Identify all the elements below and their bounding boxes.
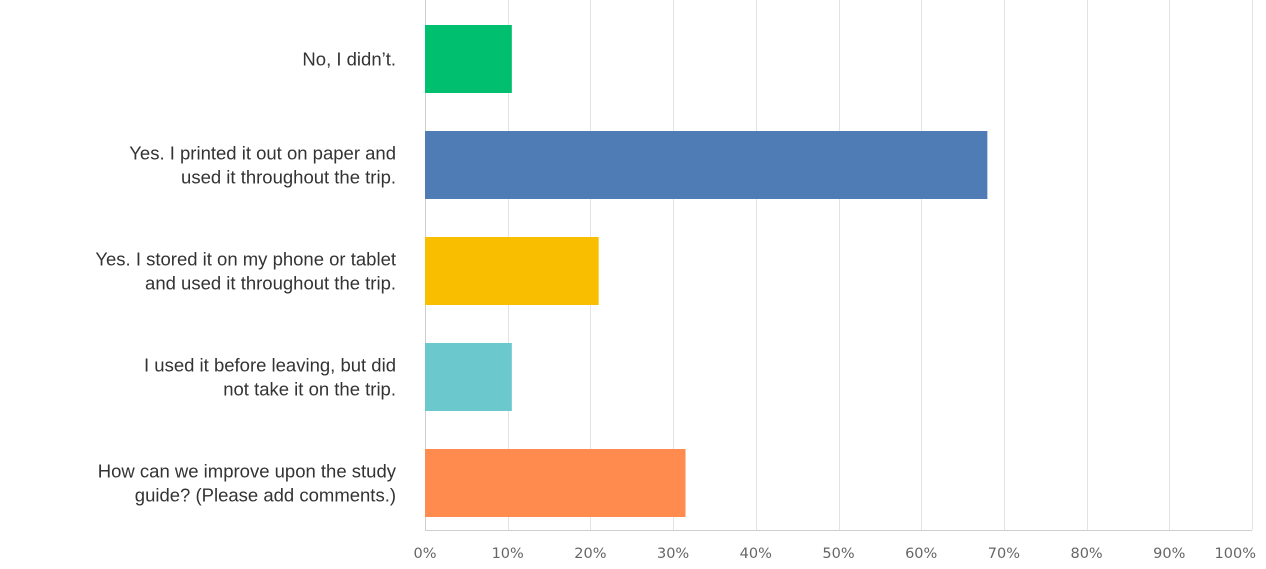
category-label-line: No, I didn’t.	[302, 49, 396, 70]
category-label-line: and used it throughout the trip.	[145, 273, 396, 294]
category-label: How can we improve upon the study guide? …	[98, 461, 397, 506]
category-label-line: used it throughout the trip.	[181, 167, 396, 188]
x-tick-label: 100%	[1215, 546, 1256, 562]
bar[interactable]	[425, 131, 988, 199]
x-tick-label: 50%	[822, 546, 854, 562]
category-label-line: I used it before leaving, but did	[144, 355, 396, 376]
category-label-line: Yes. I stored it on my phone or tablet	[95, 249, 396, 270]
category-label-line: How can we improve upon the study	[98, 461, 397, 482]
bar[interactable]	[425, 25, 512, 93]
category-label: Yes. I stored it on my phone or tablet an…	[95, 249, 396, 294]
x-tick-label: 10%	[492, 546, 524, 562]
x-tick-label: 80%	[1070, 546, 1102, 562]
bar[interactable]	[425, 237, 599, 305]
category-label: Yes. I printed it out on paper and used i…	[129, 143, 396, 188]
x-tick-label: 90%	[1153, 546, 1185, 562]
category-label: No, I didn’t.	[302, 49, 396, 70]
category-labels: No, I didn’t. Yes. I printed it out on pa…	[95, 49, 396, 506]
x-tick-label: 60%	[905, 546, 937, 562]
x-tick-label: 30%	[657, 546, 689, 562]
bars	[425, 25, 988, 517]
x-tick-label: 70%	[988, 546, 1020, 562]
x-tick-label: 20%	[574, 546, 606, 562]
category-label-line: not take it on the trip.	[223, 379, 396, 400]
category-label-line: Yes. I printed it out on paper and	[129, 143, 396, 164]
bar[interactable]	[425, 449, 686, 517]
category-label-line: guide? (Please add comments.)	[135, 485, 396, 506]
bar[interactable]	[425, 343, 512, 411]
x-axis-tick-labels: 0% 10% 20% 30% 40% 50% 60% 70% 80% 90% 100%	[413, 546, 1256, 562]
category-label: I used it before leaving, but did not tak…	[144, 355, 396, 400]
x-tick-label: 40%	[740, 546, 772, 562]
x-tick-label: 0%	[413, 546, 436, 562]
